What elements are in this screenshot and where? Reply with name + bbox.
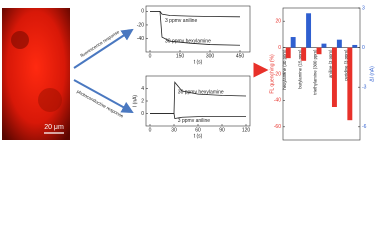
series-label: 30 ppmv hexylamine [165, 39, 211, 45]
line-series [150, 81, 247, 114]
line-series [150, 113, 246, 119]
bar [331, 47, 337, 107]
x-tick-label: 90 [219, 127, 225, 133]
y-tick-label: 20 [275, 19, 281, 25]
arrow [73, 79, 134, 113]
y-tick-label: -20 [137, 22, 144, 28]
micrograph-patch [11, 31, 29, 49]
y-axis-label: FL quenching (%) [269, 54, 275, 94]
x-tick-label: 150 [176, 53, 185, 59]
y-axis-label: I (nA) [132, 95, 138, 108]
x-tick-label: 30 [171, 127, 177, 133]
x-tick-label: 60 [195, 127, 201, 133]
arrow-label: fluorescence response [79, 29, 120, 58]
category-label: hexylamine (30 ppm) [282, 49, 287, 90]
y-tick-label: -20 [274, 71, 281, 77]
category-label: aniline (3 ppm) [328, 49, 333, 78]
x-tick-label: 0 [149, 127, 152, 133]
bar [347, 47, 353, 121]
figure: 20 μm fluorescence response photoconduct… [2, 5, 375, 141]
y2-tick-label: 0 [362, 45, 365, 51]
x-axis-label: t (s) [194, 133, 203, 139]
micrograph [2, 8, 70, 140]
bar [285, 47, 291, 59]
bar [352, 44, 358, 48]
x-tick-label: 0 [149, 53, 152, 59]
category-label: pyridine (3 ppm) [344, 49, 349, 81]
y-tick-label: 0 [141, 9, 144, 15]
y-tick-label: 2 [141, 98, 144, 104]
category-label: butylamine (15 ppm) [297, 49, 302, 89]
y-tick-label: 4 [141, 86, 144, 92]
series-label: 30 ppmv hexylamine [178, 89, 224, 95]
bar [336, 39, 342, 48]
category-label: triethylamine (300 ppm) [313, 49, 318, 95]
y-tick-label: -40 [137, 36, 144, 42]
scale-label: 20 μm [44, 124, 64, 131]
line-series [150, 11, 241, 18]
series-label: 3 ppmv aniline [178, 118, 210, 124]
y-tick-label: -60 [274, 124, 281, 130]
x-tick-label: 450 [236, 53, 245, 59]
series-label: 3 ppmv aniline [165, 18, 197, 24]
y-tick-label: 0 [278, 45, 281, 51]
y2-tick-label: -3 [362, 85, 367, 91]
bar [321, 43, 327, 48]
arrow [73, 28, 134, 69]
bar [306, 13, 312, 48]
plot-frame [145, 5, 251, 53]
y2-tick-label: -6 [362, 124, 367, 130]
micrograph-patch [38, 88, 62, 112]
y-tick-label: -40 [274, 98, 281, 104]
y-tick-label: 0 [141, 111, 144, 117]
bar [290, 37, 296, 48]
x-tick-label: 300 [206, 53, 215, 59]
bar [301, 47, 307, 61]
y2-axis-label: ΔI (nA) [369, 66, 375, 82]
x-tick-label: 120 [242, 127, 251, 133]
y2-tick-label: 3 [362, 5, 365, 11]
x-axis-label: t (s) [194, 59, 203, 65]
bar [316, 47, 322, 55]
